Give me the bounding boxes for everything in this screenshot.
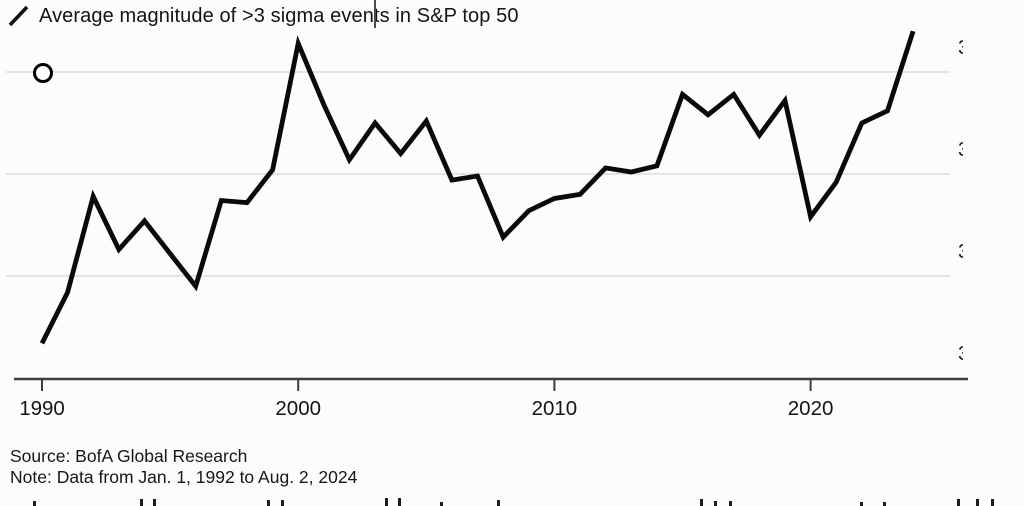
chart-header: Average magnitude of >3 sigma events in …	[8, 2, 519, 30]
y-axis-label-fragment: 3	[958, 344, 963, 366]
chart-title: Average magnitude of >3 sigma events in …	[39, 5, 519, 27]
circle-marker	[33, 63, 53, 83]
x-axis-tick-label: 2010	[532, 397, 578, 420]
series-line	[39, 30, 916, 345]
note-text: Note: Data from Jan. 1, 1992 to Aug. 2, …	[10, 467, 358, 487]
x-axis-tick-label: 1990	[19, 397, 65, 420]
x-axis-tick-label: 2020	[788, 397, 834, 420]
text-cursor	[374, 0, 376, 28]
y-axis-label-fragment: 3	[958, 242, 963, 264]
chart-footer: Source: BofA Global Research Note: Data …	[10, 446, 357, 488]
y-axis-label-fragment: 3	[958, 38, 963, 60]
source-text: Source: BofA Global Research	[10, 446, 248, 466]
line-series-icon	[8, 5, 30, 27]
x-axis-tick-label: 2000	[275, 397, 321, 420]
y-axis-label-fragment: 3	[958, 140, 963, 162]
